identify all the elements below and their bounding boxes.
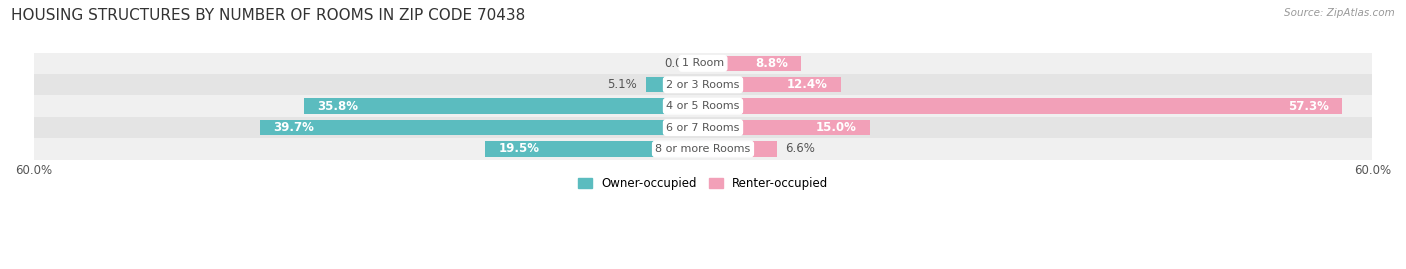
Text: Source: ZipAtlas.com: Source: ZipAtlas.com: [1284, 8, 1395, 18]
Bar: [703, 77, 841, 93]
Bar: [485, 141, 703, 157]
Bar: [34, 95, 1372, 117]
Text: 0.0%: 0.0%: [665, 57, 695, 70]
Text: 4 or 5 Rooms: 4 or 5 Rooms: [666, 101, 740, 111]
Text: 6 or 7 Rooms: 6 or 7 Rooms: [666, 123, 740, 133]
Text: 8.8%: 8.8%: [755, 57, 787, 70]
Text: 15.0%: 15.0%: [815, 121, 858, 134]
Text: 1 Room: 1 Room: [682, 58, 724, 68]
Bar: [647, 77, 703, 93]
Bar: [34, 53, 1372, 74]
Text: 57.3%: 57.3%: [1288, 100, 1329, 113]
Bar: [34, 117, 1372, 138]
Text: HOUSING STRUCTURES BY NUMBER OF ROOMS IN ZIP CODE 70438: HOUSING STRUCTURES BY NUMBER OF ROOMS IN…: [11, 8, 526, 23]
Bar: [703, 141, 776, 157]
Text: 35.8%: 35.8%: [316, 100, 359, 113]
Bar: [34, 74, 1372, 95]
Bar: [34, 138, 1372, 160]
Bar: [703, 56, 801, 71]
Text: 39.7%: 39.7%: [273, 121, 315, 134]
Text: 6.6%: 6.6%: [786, 143, 815, 155]
Bar: [260, 120, 703, 135]
Text: 2 or 3 Rooms: 2 or 3 Rooms: [666, 80, 740, 90]
Legend: Owner-occupied, Renter-occupied: Owner-occupied, Renter-occupied: [572, 172, 834, 194]
Bar: [703, 120, 870, 135]
Bar: [703, 98, 1343, 114]
Bar: [304, 98, 703, 114]
Text: 12.4%: 12.4%: [787, 78, 828, 91]
Text: 8 or more Rooms: 8 or more Rooms: [655, 144, 751, 154]
Text: 5.1%: 5.1%: [607, 78, 637, 91]
Text: 19.5%: 19.5%: [499, 143, 540, 155]
